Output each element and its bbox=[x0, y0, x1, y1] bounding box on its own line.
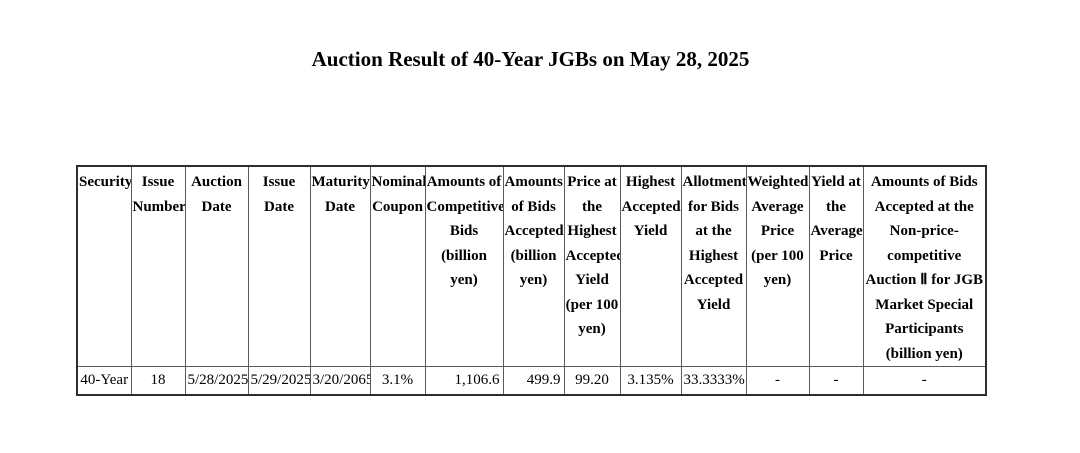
column-header-bids-accepted: Amounts of Bids Accepted (billion yen) bbox=[502, 165, 565, 367]
cell-noncompetitive-bids: - bbox=[862, 366, 987, 396]
column-header-price-at-highest-yield: Price at the Highest Accepted Yield (per… bbox=[563, 165, 621, 367]
cell-yield-at-average-price: - bbox=[808, 366, 864, 396]
column-header-issue-number: Issue Number bbox=[130, 165, 186, 367]
column-header-yield-at-average-price: Yield at the Average Price bbox=[808, 165, 864, 367]
cell-security: 40-Year bbox=[76, 366, 132, 396]
cell-competitive-bids: 1,106.6 bbox=[424, 366, 504, 396]
cell-auction-date: 5/28/2025 bbox=[184, 366, 249, 396]
column-header-security: Security bbox=[76, 165, 132, 367]
table-row: 40-Year 18 5/28/2025 5/29/2025 3/20/2065… bbox=[76, 366, 987, 396]
column-header-highest-accepted-yield: Highest Accepted Yield bbox=[619, 165, 682, 367]
cell-issue-number: 18 bbox=[130, 366, 186, 396]
column-header-noncompetitive-bids: Amounts of Bids Accepted at the Non-pric… bbox=[862, 165, 987, 367]
cell-issue-date: 5/29/2025 bbox=[247, 366, 311, 396]
cell-maturity-date: 3/20/2065 bbox=[309, 366, 371, 396]
cell-highest-accepted-yield: 3.135% bbox=[619, 366, 682, 396]
cell-nominal-coupon: 3.1% bbox=[369, 366, 426, 396]
cell-weighted-average-price: - bbox=[745, 366, 810, 396]
header-row: Security Issue Number Auction Date Issue… bbox=[76, 165, 987, 367]
cell-bids-accepted: 499.9 bbox=[502, 366, 565, 396]
column-header-weighted-average-price: Weighted Average Price (per 100 yen) bbox=[745, 165, 810, 367]
column-header-nominal-coupon: Nominal Coupon bbox=[369, 165, 426, 367]
cell-allotment: 33.3333% bbox=[680, 366, 747, 396]
column-header-allotment: Allotment for Bids at the Highest Accept… bbox=[680, 165, 747, 367]
column-header-issue-date: Issue Date bbox=[247, 165, 311, 367]
page-title: Auction Result of 40-Year JGBs on May 28… bbox=[311, 47, 750, 71]
column-header-maturity-date: Maturity Date bbox=[309, 165, 371, 367]
column-header-auction-date: Auction Date bbox=[184, 165, 249, 367]
column-header-competitive-bids: Amounts of Competitive Bids (billion yen… bbox=[424, 165, 504, 367]
auction-result-table: Security Issue Number Auction Date Issue… bbox=[76, 165, 987, 396]
cell-price-at-highest-yield: 99.20 bbox=[563, 366, 621, 396]
